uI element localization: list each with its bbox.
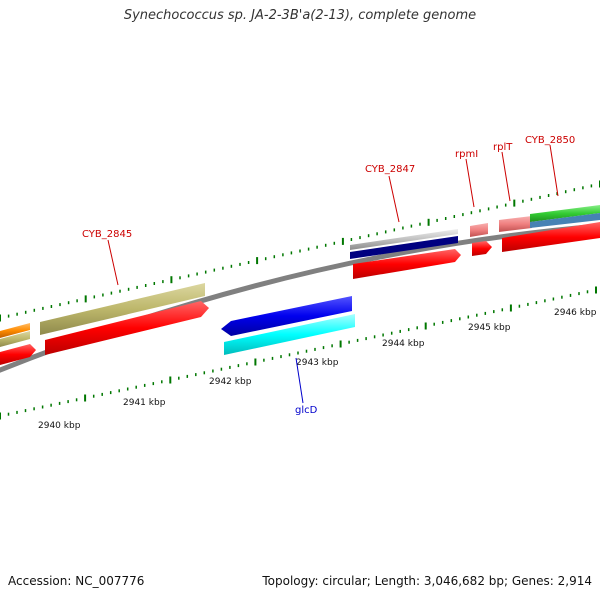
ruler-label-2945: 2945 kbp — [468, 323, 511, 333]
map-title: Synechococcus sp. JA-2-3B'a(2-13), compl… — [123, 8, 477, 23]
cyb-2847-gray-gene — [350, 229, 458, 250]
cyb-2850-red-gene — [502, 222, 600, 252]
ruler-label-2943: 2943 kbp — [296, 358, 339, 368]
label-leaders — [107, 144, 559, 404]
red-gene-left — [0, 344, 36, 365]
cyb-2845-leader — [107, 239, 119, 286]
cyb-2847-navy-gene — [350, 236, 458, 259]
upper-ticks — [0, 180, 600, 322]
glcd-leader — [295, 357, 304, 404]
cyb-2850-green-gene — [530, 205, 600, 222]
rplt-pink-gene — [499, 216, 532, 232]
orange-gene — [0, 323, 30, 338]
cyb-2845-label: CYB_2845 — [82, 229, 132, 240]
cyb-2845-olive-gene — [40, 283, 205, 335]
glcd-label: glcD — [295, 405, 318, 416]
cyb-2850-leader — [549, 144, 559, 197]
cyb-2847-red-gene — [353, 249, 461, 279]
ruler-label-2946: 2946 kbp — [554, 308, 597, 318]
rpmi-pink-gene — [470, 223, 488, 237]
cyb-2850-steelblue-gene — [530, 213, 600, 228]
rplt-label: rplT — [493, 142, 513, 153]
cyb-2847-label: CYB_2847 — [365, 164, 415, 175]
cyb-2845-red-gene — [45, 301, 209, 355]
ruler-label-2940: 2940 kbp — [38, 421, 81, 431]
rpmi-leader — [465, 158, 475, 208]
rpmi-label: rpmI — [455, 149, 478, 160]
cyb-2850-label: CYB_2850 — [525, 135, 575, 146]
ruler-labels: 2940 kbp 2941 kbp 2942 kbp 2943 kbp 2944… — [38, 308, 597, 431]
rplt-leader — [501, 151, 511, 202]
ruler-label-2942: 2942 kbp — [209, 377, 252, 387]
glcd-blue-gene — [221, 296, 352, 336]
genome-summary-text: Topology: circular; Length: 3,046,682 bp… — [262, 574, 592, 588]
olive-gene-left — [0, 331, 30, 347]
gene-labels: CYB_2845 CYB_2847 rpmI rplT CYB_2850 glc… — [82, 135, 575, 416]
ruler-ticks — [0, 286, 597, 420]
ruler-label-2941: 2941 kbp — [123, 398, 166, 408]
glcd-cyan-gene — [224, 314, 355, 355]
accession-text: Accession: NC_007776 — [8, 574, 145, 588]
cyb-2847-leader — [388, 175, 400, 223]
rpmi-red-gene — [472, 241, 492, 256]
ruler-label-2944: 2944 kbp — [382, 339, 425, 349]
